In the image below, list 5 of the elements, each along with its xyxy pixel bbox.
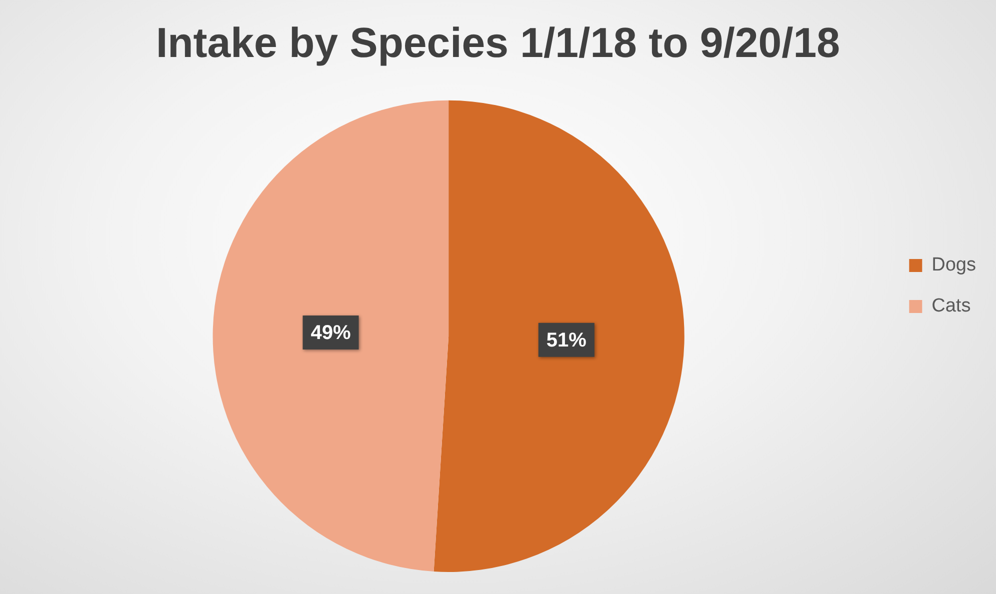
chart-title: Intake by Species 1/1/18 to 9/20/18: [156, 18, 840, 66]
legend-label: Dogs: [932, 254, 976, 276]
legend-label: Cats: [932, 296, 971, 317]
data-label: 49%: [310, 322, 351, 344]
data-label: 51%: [546, 329, 587, 352]
